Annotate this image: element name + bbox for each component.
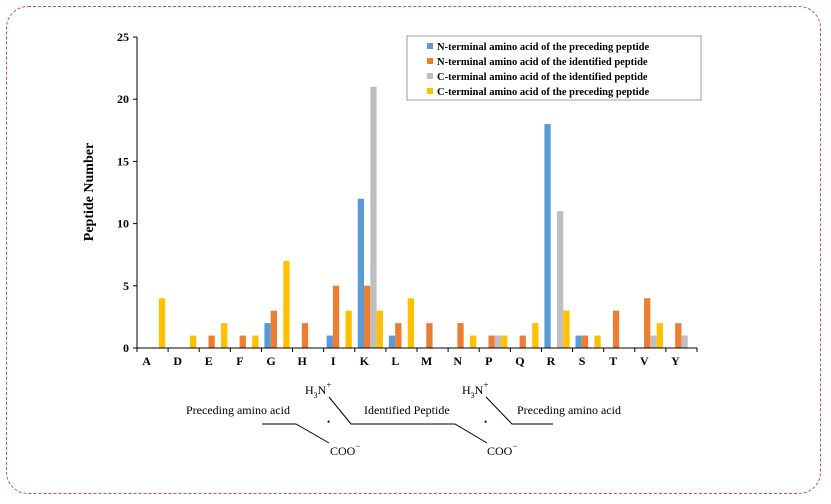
bar-G-series-4 bbox=[283, 260, 290, 348]
y-tick-label: 15 bbox=[117, 154, 129, 168]
x-tick-label-H: H bbox=[297, 354, 307, 368]
bar-S-series-2 bbox=[581, 335, 589, 348]
figure-frame bbox=[6, 6, 821, 494]
bar-V-series-4 bbox=[656, 323, 663, 348]
bar-S-series-4 bbox=[594, 335, 601, 348]
legend-swatch-3 bbox=[427, 73, 433, 79]
x-tick-label-P: P bbox=[485, 354, 492, 368]
y-tick-label: 5 bbox=[123, 279, 129, 293]
x-tick-label-M: M bbox=[421, 354, 432, 368]
left-backbone-line bbox=[262, 423, 330, 444]
bar-chart: 0 5 10 15 20 25 A D E F G H I K L M N P Q R S T V Y Peptide Nu… bbox=[82, 30, 698, 368]
bar-P-series-3 bbox=[494, 335, 502, 348]
left-preceding-label: Preceding amino acid bbox=[186, 403, 290, 417]
right-alpha-carbon-dot: • bbox=[484, 417, 487, 427]
bar-V-series-3 bbox=[650, 335, 657, 348]
y-tick-label: 0 bbox=[123, 341, 129, 355]
x-tick-label-D: D bbox=[173, 354, 182, 368]
legend-swatch-1 bbox=[427, 43, 433, 49]
x-tick-label-T: T bbox=[609, 354, 617, 368]
left-carboxyl-group: COO− bbox=[330, 441, 360, 458]
y-axis-ticks: 0 5 10 15 20 25 bbox=[117, 30, 137, 355]
bar-K-series-3 bbox=[370, 86, 377, 348]
bar-L-series-1 bbox=[388, 335, 396, 348]
right-preceding-label: Preceding amino acid bbox=[517, 403, 621, 417]
bar-Q-series-4 bbox=[532, 323, 539, 348]
legend-label-1: N-terminal amino acid of the preceding p… bbox=[437, 42, 649, 53]
x-tick-label-V: V bbox=[640, 354, 649, 368]
legend: N-terminal amino acid of the preceding p… bbox=[406, 35, 702, 101]
bar-R-series-1 bbox=[544, 124, 551, 348]
bar-M-series-2 bbox=[426, 323, 433, 348]
legend-swatch-2 bbox=[427, 58, 433, 64]
bar-G-series-2 bbox=[270, 310, 277, 348]
x-tick-label-Q: Q bbox=[515, 354, 524, 368]
bar-I-series-4 bbox=[345, 310, 352, 348]
y-axis-label: Peptide Number bbox=[82, 143, 97, 241]
bar-Y-series-3 bbox=[681, 335, 688, 348]
bar-K-series-4 bbox=[376, 310, 383, 348]
bar-R-series-4 bbox=[563, 310, 570, 348]
bar-D-series-4 bbox=[189, 335, 197, 348]
bar-N-series-2 bbox=[457, 323, 464, 348]
x-tick-label-S: S bbox=[579, 354, 586, 368]
right-carboxyl-group: COO− bbox=[487, 441, 517, 458]
bar-P-series-4 bbox=[501, 335, 508, 348]
bar-V-series-2 bbox=[644, 298, 651, 348]
cleavage-diagram: Preceding amino acid Identified Peptide … bbox=[186, 380, 621, 458]
x-tick-label-A: A bbox=[142, 354, 151, 368]
right-amine-group: H3N+ bbox=[462, 380, 488, 400]
bar-K-series-1 bbox=[357, 198, 365, 348]
y-tick-label: 20 bbox=[117, 92, 129, 106]
identified-peptide-label: Identified Peptide bbox=[364, 403, 450, 417]
bar-F-series-2 bbox=[239, 335, 246, 348]
bar-H-series-2 bbox=[301, 323, 309, 348]
bar-I-series-1 bbox=[326, 335, 333, 348]
x-tick-label-I: I bbox=[331, 354, 336, 368]
bar-P-series-2 bbox=[488, 335, 495, 348]
bar-Q-series-2 bbox=[519, 335, 526, 348]
bars bbox=[158, 86, 688, 348]
bar-Y-series-2 bbox=[675, 323, 682, 348]
y-tick-label: 25 bbox=[117, 30, 129, 44]
left-alpha-carbon-dot: • bbox=[327, 417, 330, 427]
bar-N-series-4 bbox=[469, 335, 477, 348]
y-tick-label: 10 bbox=[117, 217, 129, 231]
bar-E-series-2 bbox=[208, 335, 215, 348]
x-tick-label-N: N bbox=[453, 354, 462, 368]
bar-K-series-2 bbox=[364, 285, 371, 348]
x-tick-label-F: F bbox=[236, 354, 243, 368]
legend-swatch-4 bbox=[427, 88, 433, 94]
legend-label-3: C-terminal amino acid of the identified … bbox=[437, 72, 648, 83]
left-amine-group: H3N+ bbox=[305, 380, 331, 400]
bar-I-series-2 bbox=[332, 285, 340, 348]
bar-G-series-1 bbox=[264, 323, 271, 348]
bar-F-series-4 bbox=[252, 335, 259, 348]
legend-label-4: C-terminal amino acid of the preceding p… bbox=[437, 87, 649, 98]
x-tick-label-G: G bbox=[266, 354, 275, 368]
x-tick-label-L: L bbox=[391, 354, 399, 368]
bar-E-series-4 bbox=[221, 323, 228, 348]
x-tick-label-E: E bbox=[205, 354, 213, 368]
right-backbone-line bbox=[485, 396, 553, 425]
bar-A-series-4 bbox=[158, 298, 166, 348]
x-tick-label-Y: Y bbox=[671, 354, 680, 368]
x-tick-label-R: R bbox=[547, 354, 556, 368]
bar-L-series-4 bbox=[407, 298, 415, 348]
legend-box bbox=[406, 35, 702, 101]
bar-R-series-3 bbox=[557, 211, 564, 348]
bar-S-series-1 bbox=[575, 335, 582, 348]
bar-L-series-2 bbox=[395, 323, 402, 348]
x-tick-label-K: K bbox=[360, 354, 370, 368]
legend-label-2: N-terminal amino acid of the identified … bbox=[437, 57, 648, 68]
bar-T-series-2 bbox=[612, 310, 620, 348]
peptide-backbone-line bbox=[328, 396, 488, 444]
